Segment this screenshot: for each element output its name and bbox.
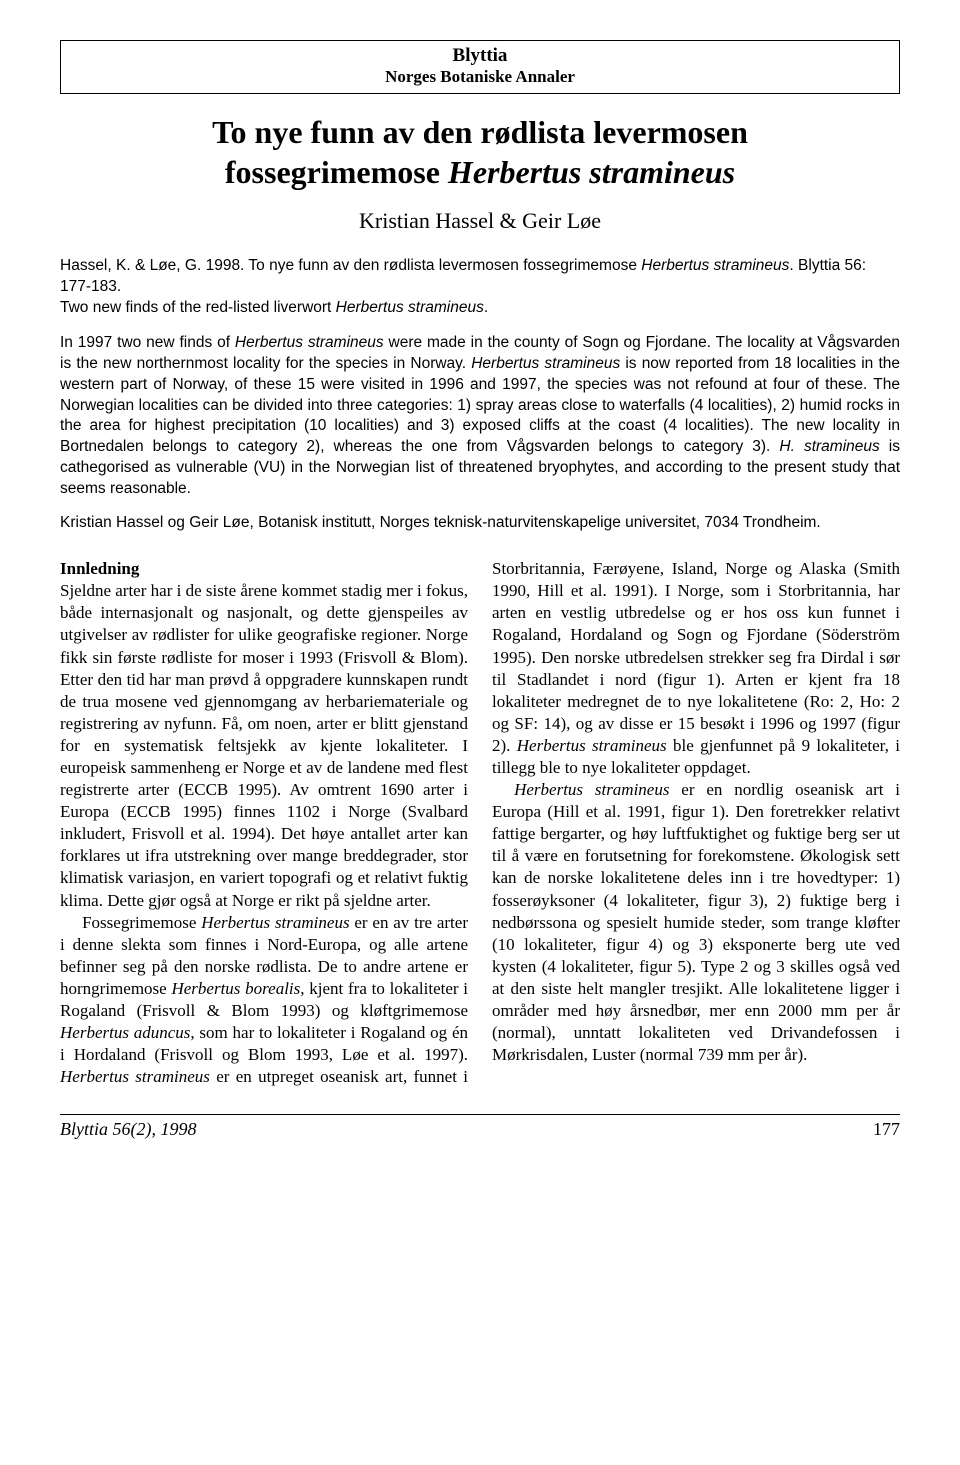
abstract-block: In 1997 two new finds of Herbertus stram… xyxy=(60,333,900,500)
journal-name: Blyttia xyxy=(61,45,899,67)
body-p2-species-4: Herbertus stramineus xyxy=(60,1067,210,1086)
body-p3-species: Herbertus stramineus xyxy=(514,780,669,799)
abstract-text-1: In 1997 two new finds of xyxy=(60,334,235,351)
body-p3-text: er en nordlig oseanisk art i Europa (Hil… xyxy=(492,780,900,1064)
article-authors: Kristian Hassel & Geir Løe xyxy=(60,208,900,234)
page-footer: Blyttia 56(2), 1998 177 xyxy=(60,1114,900,1140)
journal-subtitle: Norges Botaniske Annaler xyxy=(61,67,899,87)
body-paragraph-1: Sjeldne arter har i de siste årene komme… xyxy=(60,581,468,909)
citation-en-pre: Two new finds of the red-listed liverwor… xyxy=(60,299,336,316)
footer-page-number: 177 xyxy=(873,1119,900,1140)
body-text: Innledning Sjeldne arter har i de siste … xyxy=(60,558,900,1088)
author-affiliation: Kristian Hassel og Geir Løe, Botanisk in… xyxy=(60,514,900,532)
title-line-1: To nye funn av den rødlista levermosen xyxy=(212,114,748,150)
body-p2-species-2: Herbertus borealis xyxy=(171,979,300,998)
abstract-species-3: H. stramineus xyxy=(779,438,879,455)
citation-species: Herbertus stramineus xyxy=(641,257,789,274)
section-heading-intro: Innledning xyxy=(60,559,139,578)
abstract-species-2: Herbertus stramineus xyxy=(471,355,620,372)
abstract-species-1: Herbertus stramineus xyxy=(235,334,384,351)
body-p2-species-1: Herbertus stramineus xyxy=(201,913,349,932)
body-p2-species-5: Herbertus stramineus xyxy=(517,736,667,755)
footer-journal-ref: Blyttia 56(2), 1998 xyxy=(60,1119,196,1140)
title-line-2-species: Herbertus stramineus xyxy=(448,154,735,190)
journal-header-box: Blyttia Norges Botaniske Annaler xyxy=(60,40,900,94)
citation-text: Hassel, K. & Løe, G. 1998. To nye funn a… xyxy=(60,257,641,274)
body-p2-pre: Fossegrimemose xyxy=(82,913,201,932)
citation-block: Hassel, K. & Løe, G. 1998. To nye funn a… xyxy=(60,256,900,319)
citation-en-species: Herbertus stramineus xyxy=(336,299,484,316)
citation-en-post: . xyxy=(484,299,488,316)
body-p2-species-3: Herbertus aduncus xyxy=(60,1023,190,1042)
article-title: To nye funn av den rødlista levermosen f… xyxy=(60,112,900,192)
title-line-2-plain: fossegrimemose xyxy=(225,154,448,190)
